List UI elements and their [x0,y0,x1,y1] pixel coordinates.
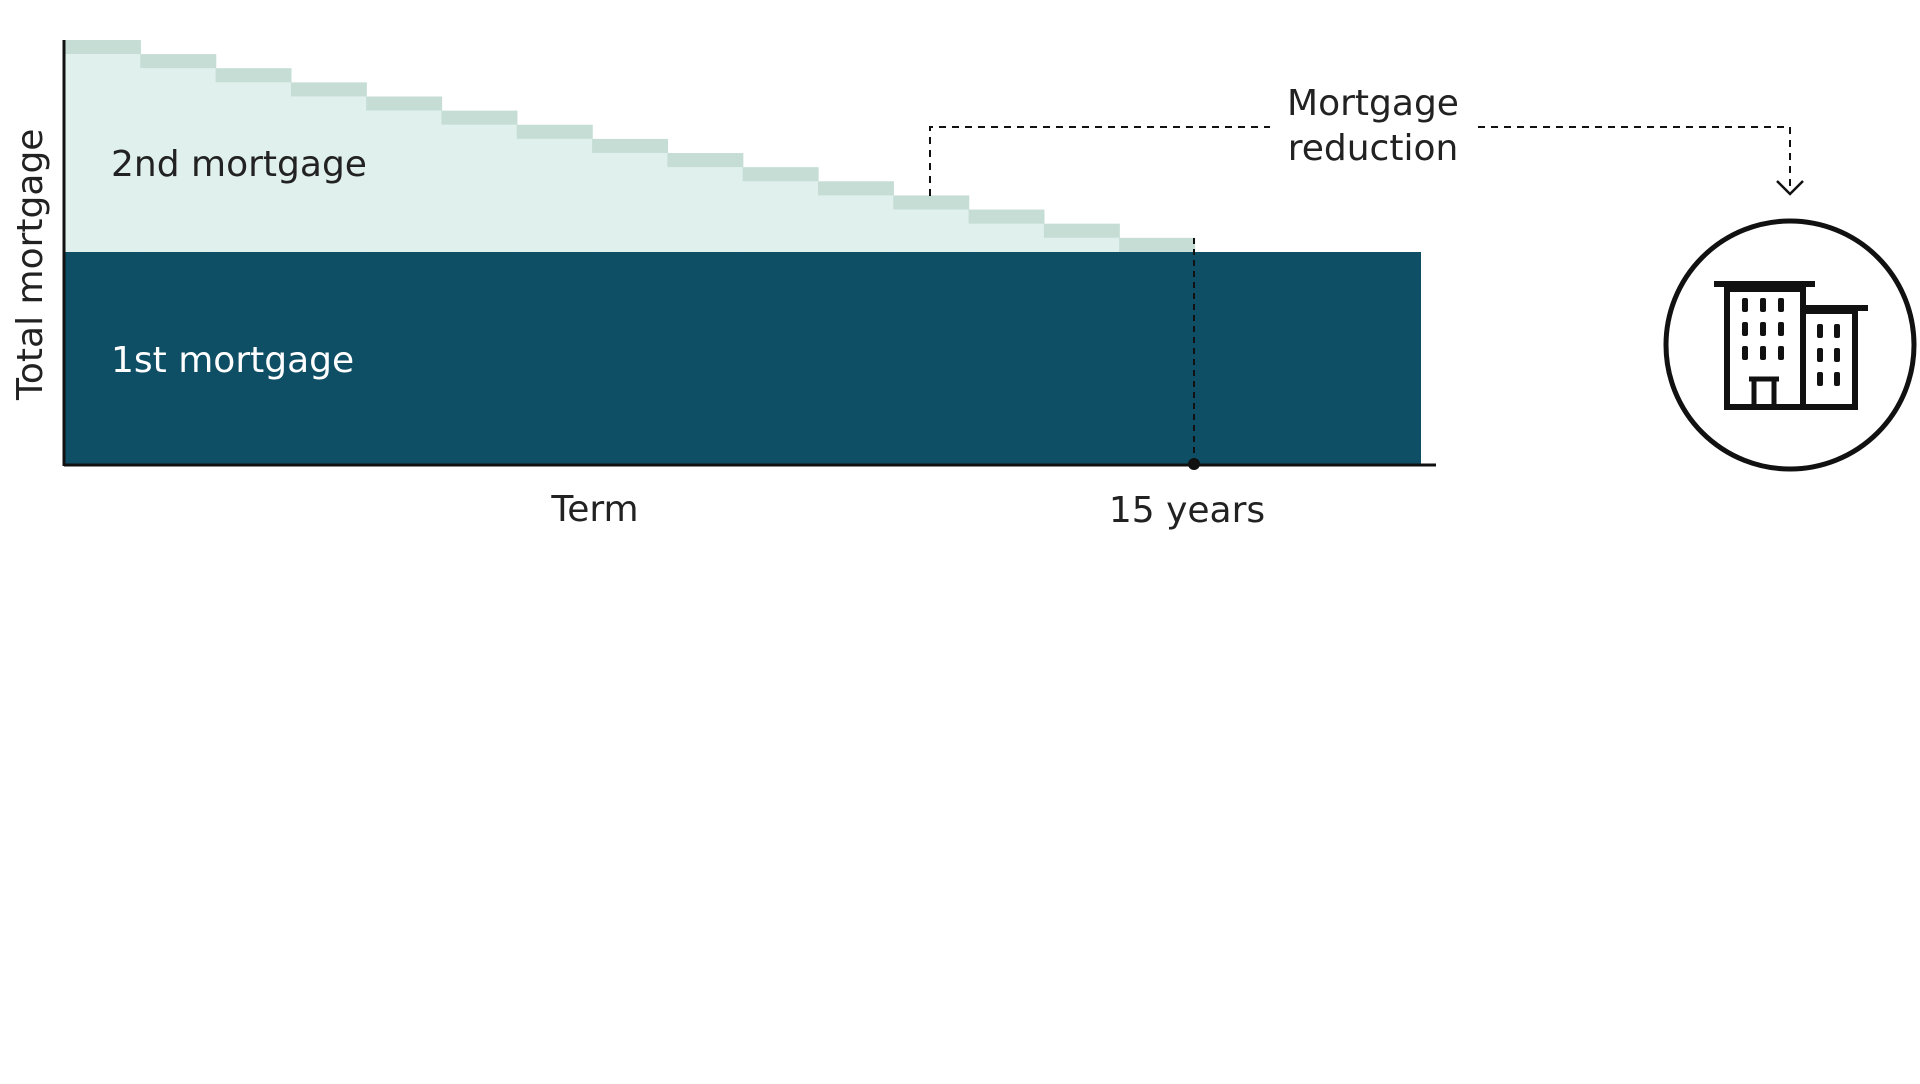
first-mortgage-bar-year-9 [742,252,819,464]
second-mortgage-step-year-9 [742,167,819,182]
first-mortgage-bar-year-0 [65,252,141,464]
second-mortgage-bar-year-1 [140,54,217,253]
x-marker-label: 15 years [1109,490,1265,531]
annotation-label-line2: reduction [1288,128,1459,169]
second-mortgage-step-year-14 [1119,237,1196,252]
first-mortgage-bar-year-2 [215,252,292,464]
second-mortgage-step-year-3 [290,82,367,97]
series-label-1st-mortgage: 1st mortgage [111,340,354,381]
second-mortgage-step-year-11 [893,195,970,210]
second-mortgage-step-year-5 [441,110,518,125]
first-mortgage-bar-year-17 [1345,252,1421,464]
reduction-bracket-right [1478,126,1791,188]
second-mortgage-bar-year-8 [667,153,744,252]
second-mortgage-step-year-8 [667,153,744,168]
second-mortgage-bar-year-6 [516,124,593,252]
first-mortgage-bar-year-4 [366,252,443,464]
second-mortgage-bar-year-9 [742,167,819,252]
second-mortgage-bar-year-2 [215,68,292,252]
first-mortgage-bar-year-15 [1194,252,1271,464]
second-mortgage-step-year-0 [65,40,141,54]
second-mortgage-bar-year-0 [65,40,141,252]
second-mortgage-step-year-1 [140,54,217,69]
first-mortgage-bar-year-14 [1119,252,1196,464]
series-label-2nd-mortgage: 2nd mortgage [111,144,367,185]
first-mortgage-bar-year-13 [1043,252,1120,464]
second-mortgage-bar-year-4 [366,96,443,252]
annotation-label-line1: Mortgage [1287,83,1459,124]
first-mortgage-bar-year-16 [1269,252,1346,464]
reduction-arrow-head-icon [1776,180,1804,196]
chart-marks [65,40,1421,464]
second-mortgage-step-year-7 [592,138,668,153]
term-marker-dot [1188,458,1200,470]
x-axis-label: Term [550,489,638,530]
second-mortgage-bar-year-3 [290,82,367,253]
y-axis-label: Total mortgage [10,129,51,401]
reduction-bracket-left [929,126,1270,196]
first-mortgage-bar-year-1 [140,252,217,464]
second-mortgage-bar-year-5 [441,110,518,252]
second-mortgage-step-year-12 [968,209,1045,224]
second-mortgage-step-year-10 [818,181,894,196]
first-mortgage-bar-year-7 [592,252,668,464]
first-mortgage-bar-year-12 [968,252,1045,464]
first-mortgage-bar-year-10 [818,252,894,464]
office-building-icon [1663,218,1917,472]
first-mortgage-bar-year-3 [290,252,367,464]
second-mortgage-step-year-2 [215,68,292,83]
first-mortgage-bar-year-11 [893,252,970,464]
second-mortgage-bar-year-7 [592,138,668,252]
second-mortgage-step-year-6 [516,124,593,139]
second-mortgage-step-year-13 [1043,223,1120,238]
first-mortgage-bar-year-5 [441,252,518,464]
first-mortgage-bar-year-6 [516,252,593,464]
second-mortgage-step-year-4 [366,96,443,111]
first-mortgage-bar-year-8 [667,252,744,464]
